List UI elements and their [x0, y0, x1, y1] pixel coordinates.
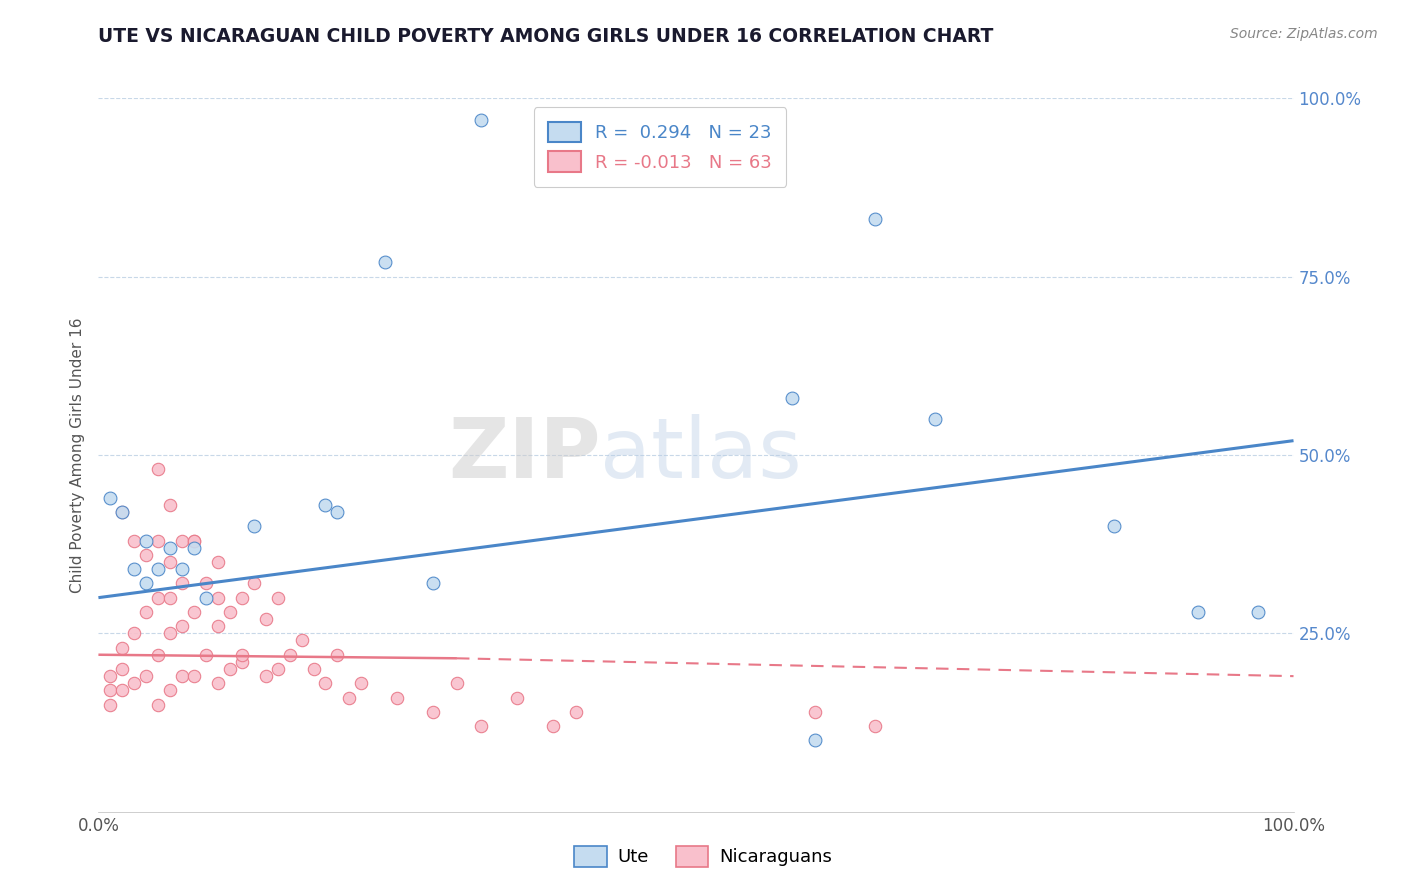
Point: [326, 648, 349, 662]
Point: [159, 591, 181, 605]
Point: [124, 562, 146, 576]
Point: [267, 662, 290, 676]
Point: [385, 690, 409, 705]
Point: [446, 676, 468, 690]
Point: [207, 555, 229, 569]
Point: [135, 669, 157, 683]
Legend: R =  0.294   N = 23, R = -0.013   N = 63: R = 0.294 N = 23, R = -0.013 N = 63: [534, 107, 786, 186]
Point: [111, 640, 134, 655]
Point: [183, 533, 205, 548]
Text: atlas: atlas: [600, 415, 801, 495]
Point: [148, 533, 170, 548]
Point: [124, 626, 146, 640]
Point: [1246, 605, 1268, 619]
Point: [863, 212, 886, 227]
Point: [243, 519, 266, 533]
Point: [207, 591, 229, 605]
Point: [219, 605, 242, 619]
Point: [98, 669, 122, 683]
Text: Source: ZipAtlas.com: Source: ZipAtlas.com: [1230, 27, 1378, 41]
Point: [804, 733, 827, 747]
Point: [172, 619, 194, 633]
Point: [254, 669, 277, 683]
Point: [172, 533, 194, 548]
Point: [111, 683, 134, 698]
Point: [135, 576, 157, 591]
Point: [98, 698, 122, 712]
Text: UTE VS NICARAGUAN CHILD POVERTY AMONG GIRLS UNDER 16 CORRELATION CHART: UTE VS NICARAGUAN CHILD POVERTY AMONG GI…: [98, 27, 994, 45]
Point: [278, 648, 301, 662]
Y-axis label: Child Poverty Among Girls Under 16: Child Poverty Among Girls Under 16: [69, 318, 84, 592]
Point: [337, 690, 360, 705]
Point: [159, 683, 181, 698]
Point: [124, 676, 146, 690]
Point: [231, 655, 253, 669]
Point: [194, 648, 217, 662]
Point: [111, 505, 134, 519]
Point: [326, 505, 349, 519]
Text: ZIP: ZIP: [449, 415, 600, 495]
Point: [159, 626, 181, 640]
Point: [183, 533, 205, 548]
Point: [172, 562, 194, 576]
Point: [159, 555, 181, 569]
Point: [780, 391, 803, 405]
Point: [804, 705, 827, 719]
Point: [207, 676, 229, 690]
Point: [183, 605, 205, 619]
Point: [254, 612, 277, 626]
Point: [135, 548, 157, 562]
Point: [1187, 605, 1209, 619]
Point: [1102, 519, 1125, 533]
Point: [148, 462, 170, 476]
Point: [219, 662, 242, 676]
Point: [111, 505, 134, 519]
Point: [374, 255, 396, 269]
Point: [183, 541, 205, 555]
Point: [172, 576, 194, 591]
Point: [863, 719, 886, 733]
Point: [194, 591, 217, 605]
Point: [565, 705, 588, 719]
Point: [315, 676, 337, 690]
Point: [135, 533, 157, 548]
Point: [422, 576, 444, 591]
Point: [470, 112, 492, 127]
Point: [422, 705, 444, 719]
Point: [231, 648, 253, 662]
Point: [243, 576, 266, 591]
Point: [541, 719, 564, 733]
Point: [148, 562, 170, 576]
Legend: Ute, Nicaraguans: Ute, Nicaraguans: [567, 838, 839, 874]
Point: [159, 541, 181, 555]
Point: [315, 498, 337, 512]
Point: [148, 648, 170, 662]
Point: [267, 591, 290, 605]
Point: [159, 498, 181, 512]
Point: [98, 683, 122, 698]
Point: [124, 533, 146, 548]
Point: [135, 605, 157, 619]
Point: [350, 676, 373, 690]
Point: [924, 412, 946, 426]
Point: [302, 662, 325, 676]
Point: [470, 719, 492, 733]
Point: [98, 491, 122, 505]
Point: [148, 591, 170, 605]
Point: [194, 576, 217, 591]
Point: [172, 669, 194, 683]
Point: [183, 669, 205, 683]
Point: [207, 619, 229, 633]
Point: [148, 698, 170, 712]
Point: [506, 690, 529, 705]
Point: [290, 633, 312, 648]
Point: [231, 591, 253, 605]
Point: [111, 662, 134, 676]
